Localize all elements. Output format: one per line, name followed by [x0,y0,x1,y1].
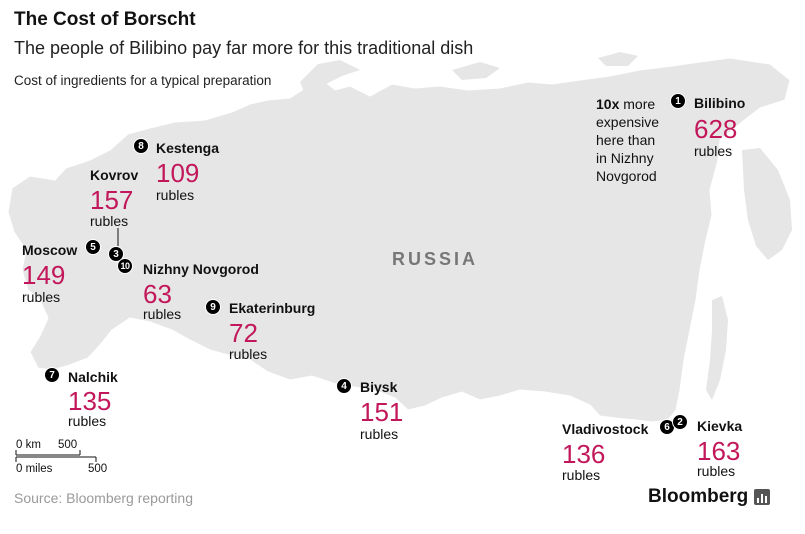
price-bilibino: 628 [694,114,738,144]
note-line-2: expensive [596,114,660,130]
price-nizhny-novgorod: 63 [143,279,172,309]
marker-bilibino: 1 [670,93,686,109]
marker-moscow: 5 [85,239,101,255]
city-name-nizhny-novgorod: Nizhny Novgorod [143,261,259,277]
unit-moscow: rubles [22,289,61,305]
note-line1-text: more [623,96,656,112]
price-kievka: 163 [697,436,741,466]
price-biysk: 151 [360,397,404,427]
scale-miles-value: 500 [88,463,108,475]
price-vladivostock: 136 [562,439,606,469]
marker-nalchik: 7 [44,367,60,383]
russia-landmass [7,57,791,423]
country-label: RUSSIA [392,249,479,269]
scale-km-value: 500 [58,439,78,451]
price-kovrov: 157 [90,185,134,215]
brand-logo-text: Bloomberg [648,486,749,507]
marker-ekaterinburg: 9 [205,299,221,315]
marker-biysk: 4 [336,378,352,394]
city-name-nalchik: Nalchik [68,369,118,385]
unit-kovrov: rubles [90,213,129,229]
city-name-kestenga: Kestenga [156,140,220,156]
unit-kestenga: rubles [156,187,195,203]
city-name-bilibino: Bilibino [694,95,746,111]
note-line-5: Novgorod [596,168,657,184]
unit-biysk: rubles [360,426,399,442]
price-ekaterinburg: 72 [229,318,258,348]
note-line-3: here than [596,132,656,148]
scale-miles-zero: 0 miles [16,463,53,475]
city-name-kovrov: Kovrov [90,167,139,183]
kaliningrad-exclave [20,196,38,208]
marker-nizhny-novgorod: 10 [117,258,133,274]
price-kestenga: 109 [156,158,200,188]
note-line-4: in Nizhny [596,150,654,166]
sakhalin-island [706,296,728,400]
marker-kovrov: 3 [108,246,124,262]
unit-kievka: rubles [697,463,736,479]
unit-bilibino: rubles [694,143,733,159]
chart-title: The Cost of Borscht [14,9,196,30]
city-name-ekaterinburg: Ekaterinburg [229,300,316,316]
city-name-kievka: Kievka [697,418,743,434]
note-emphasis: 10x [596,96,620,112]
new-siberian-islands [598,52,638,66]
city-name-vladivostock: Vladivostock [562,421,649,437]
marker-kievka: 2 [672,414,688,430]
unit-nizhny-novgorod: rubles [143,306,182,322]
price-moscow: 149 [22,260,66,290]
unit-nalchik: rubles [68,413,107,429]
marker-kestenga: 8 [133,138,149,154]
source-note: Source: Bloomberg reporting [14,490,193,506]
chart-subtitle: The people of Bilibino pay far more for … [14,38,474,58]
city-name-biysk: Biysk [360,379,398,395]
unit-ekaterinburg: rubles [229,346,268,362]
scale-km-zero: 0 km [16,439,41,451]
kamchatka-peninsula [742,148,792,260]
bloomberg-chart-icon [754,489,770,505]
city-name-moscow: Moscow [22,242,78,258]
price-nalchik: 135 [68,386,112,416]
novaya-zemlya [300,60,360,96]
comparison-note: 10x more expensive here than in Nizhny N… [596,95,659,185]
unit-vladivostock: rubles [562,467,601,483]
chart-caption: Cost of ingredients for a typical prepar… [14,73,272,88]
arctic-islands [452,62,500,80]
note-line-1: 10x more [596,95,659,113]
